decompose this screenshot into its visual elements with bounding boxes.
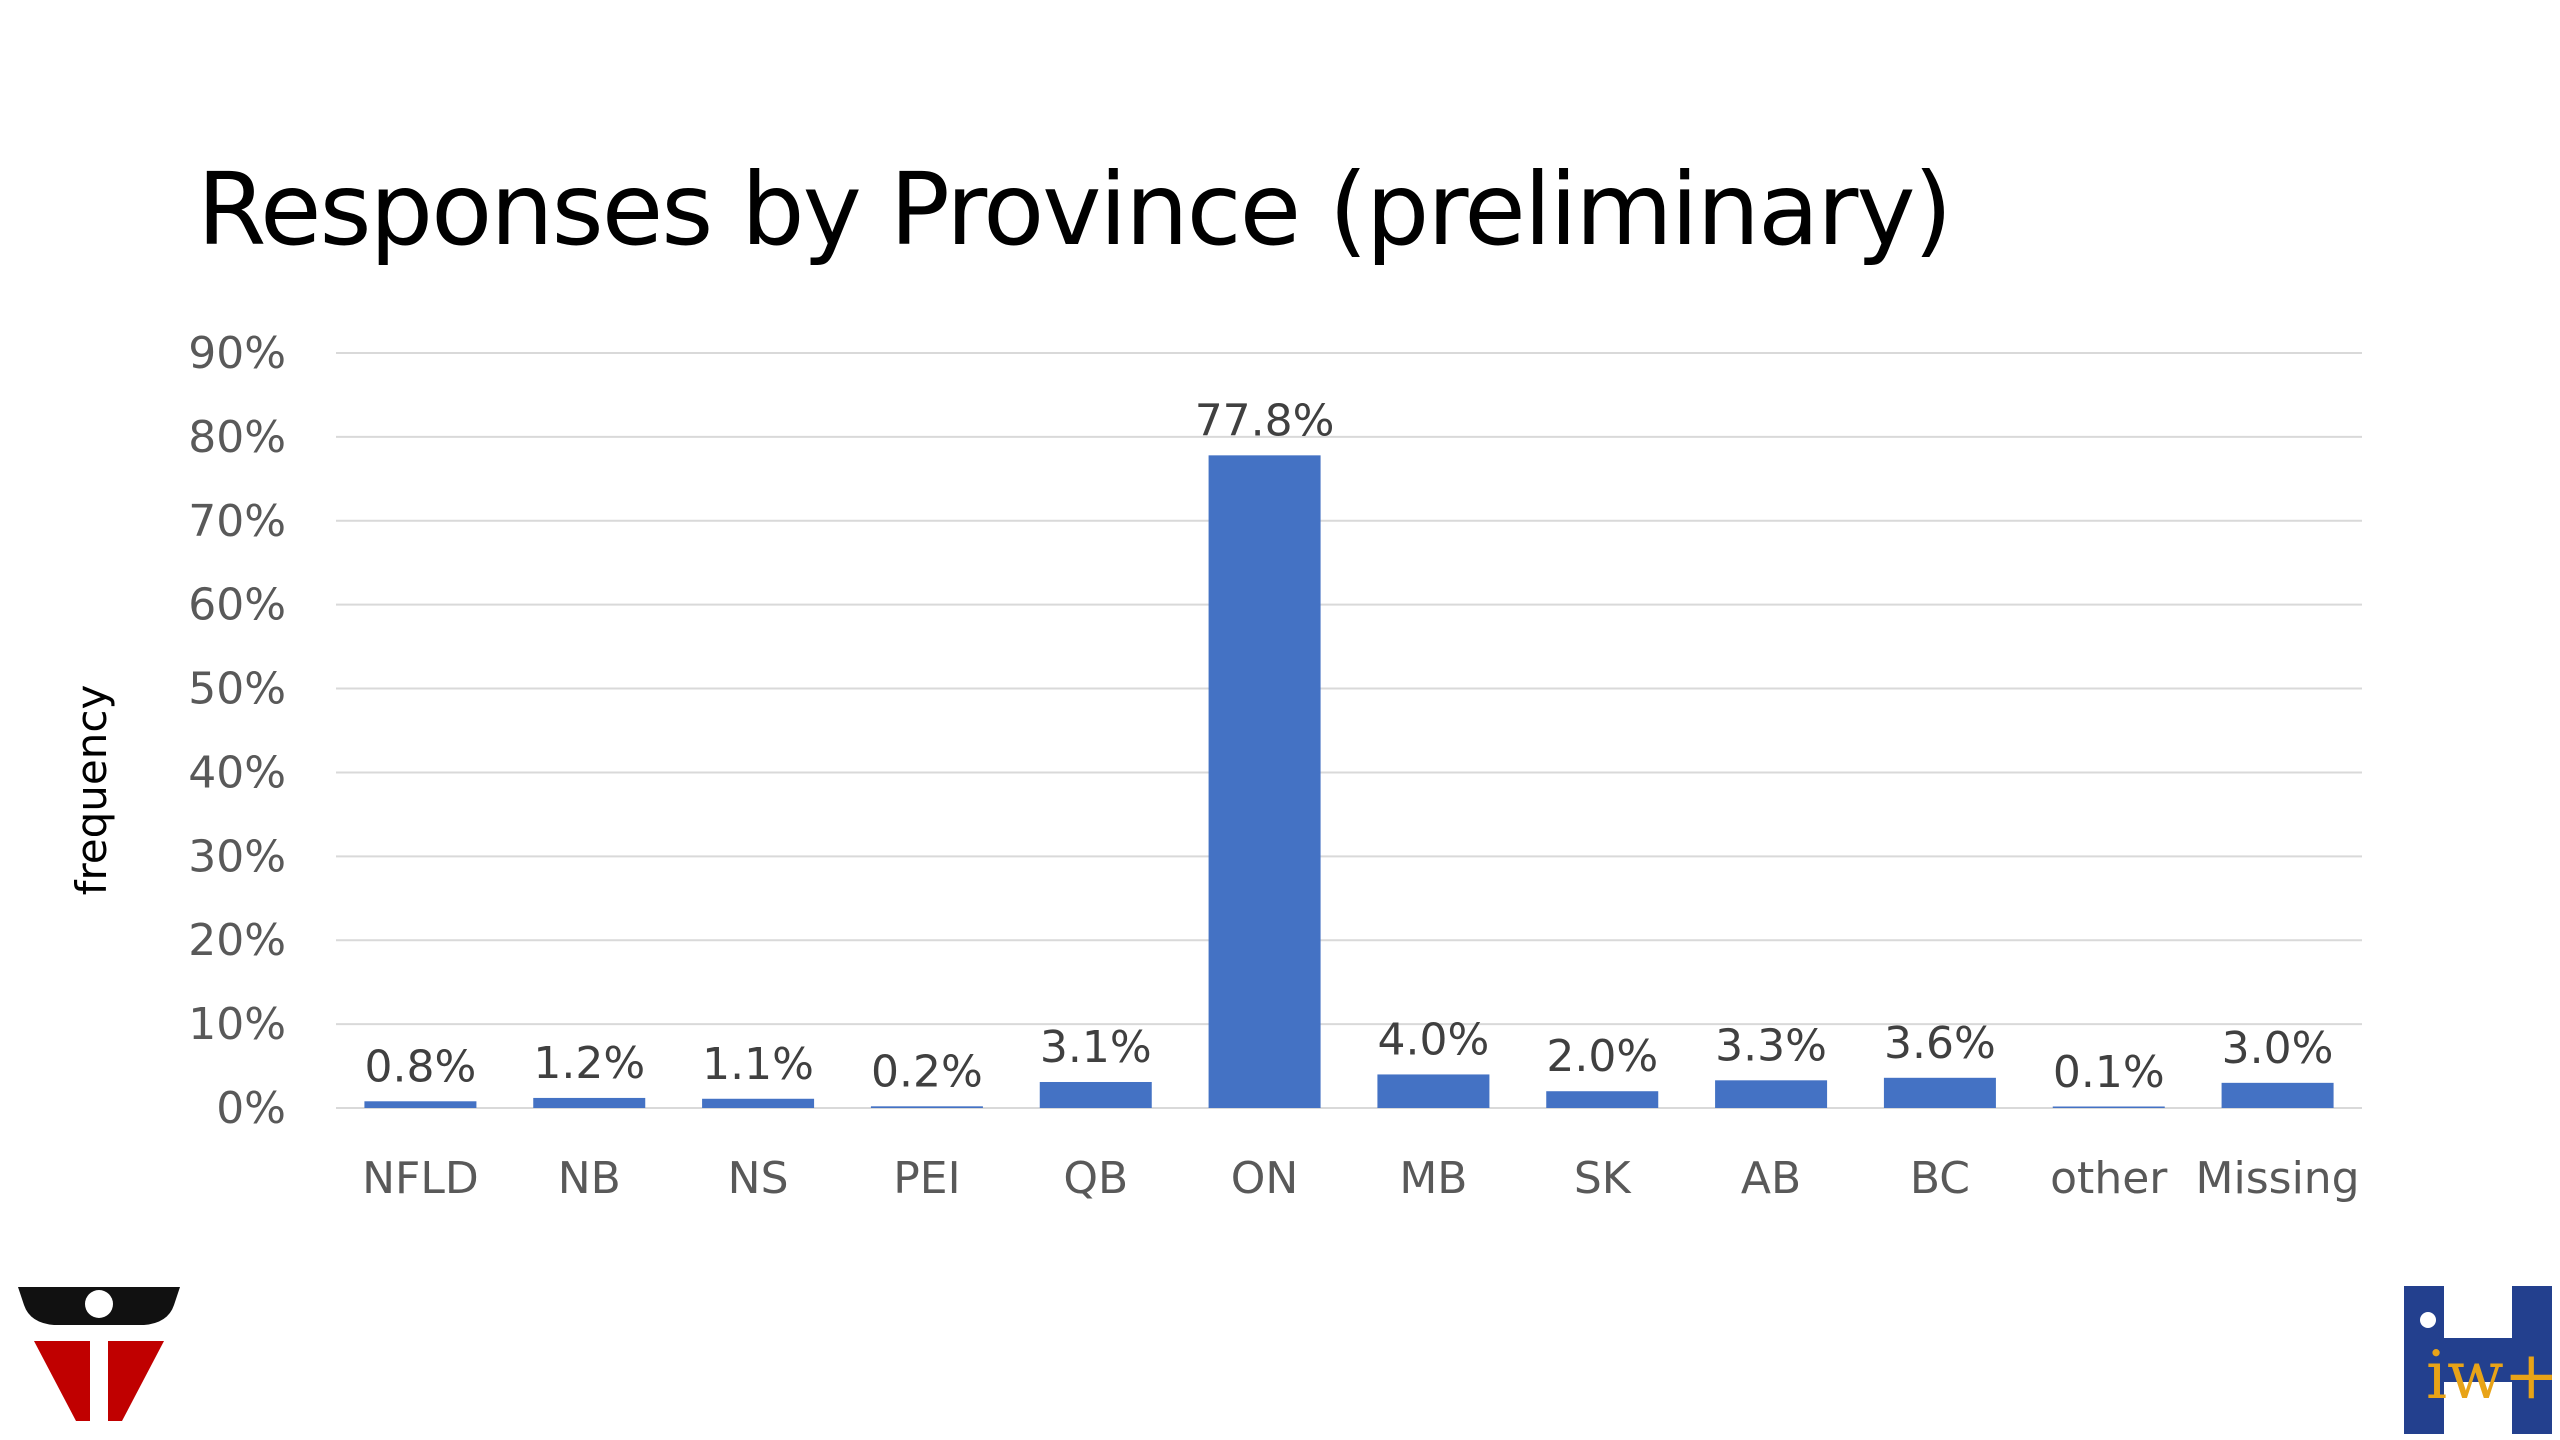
bar-nb [533,1097,646,1108]
category-label-sk: SK [1574,1153,1632,1204]
category-label-other: other [2050,1153,2168,1204]
y-axis-tick-labels: 0% 10% 20% 30% 40% 50% 60% 70% 80% 90% [188,328,286,1134]
y-tick-label: 70% [188,496,286,547]
data-label-missing: 3.0% [2222,1023,2334,1074]
category-label-qb: QB [1063,1153,1128,1204]
bar-ns [702,1098,815,1108]
slide-title: Responses by Province (preliminary) [197,151,1953,268]
category-label-ns: NS [728,1153,789,1204]
bar-missing [2221,1082,2334,1108]
y-tick-label: 40% [188,747,286,798]
category-label-nb: NB [558,1153,621,1204]
red-black-shield-logo [18,1287,180,1421]
bars [364,455,2334,1108]
logo-h-right-post [2512,1286,2552,1434]
data-label-other: 0.1% [2053,1047,2165,1098]
bar-bc [1883,1077,1996,1108]
category-label-pei: PEI [893,1153,960,1204]
logo-h-crossbar [2444,1338,2512,1382]
bar-mb [1377,1074,1490,1108]
data-labels: 0.8% 1.2% 1.1% 0.2% 3.1% 77.8% 4.0% 2.0% 3.3% 3.6… [365,395,2334,1098]
data-label-bc: 3.6% [1884,1018,1996,1069]
data-label-on: 77.8% [1195,395,1335,446]
y-tick-label: 60% [188,580,286,631]
category-label-on: ON [1231,1153,1299,1204]
y-tick-label: 50% [188,664,286,715]
logo-white-dot [85,1290,113,1318]
logo-iw-text: iw+ [2426,1337,2552,1414]
bar-other [2052,1106,2165,1108]
data-label-sk: 2.0% [1546,1031,1658,1082]
bar-pei [870,1106,983,1108]
bar-on [1208,455,1321,1108]
data-label-qb: 3.1% [1040,1022,1152,1073]
bar-nfld [364,1101,477,1108]
data-label-nfld: 0.8% [365,1041,477,1092]
y-tick-label: 90% [188,328,286,379]
logo-dot [2420,1312,2436,1328]
data-label-ab: 3.3% [1715,1020,1827,1071]
data-label-ns: 1.1% [702,1039,814,1090]
y-axis-title: frequency [67,685,116,896]
data-label-mb: 4.0% [1378,1014,1490,1065]
y-tick-label: 80% [188,412,286,463]
bar-qb [1039,1081,1152,1108]
logo-red-right-shield [108,1341,164,1421]
gridlines [336,352,2362,1109]
y-tick-label: 30% [188,831,286,882]
x-axis-category-labels: NFLD NB NS PEI QB ON MB SK AB BC other Missing [362,1153,2360,1204]
category-label-missing: Missing [2196,1153,2360,1204]
data-label-nb: 1.2% [533,1038,645,1089]
logo-red-left-shield [34,1341,90,1421]
category-label-ab: AB [1741,1153,1801,1204]
y-tick-label: 0% [216,1083,286,1134]
category-label-mb: MB [1399,1153,1467,1204]
blue-h-iwh-logo: iw+ [2404,1286,2552,1434]
category-label-bc: BC [1910,1153,1970,1204]
bar-ab [1715,1080,1828,1108]
category-label-nfld: NFLD [362,1153,479,1204]
bar-sk [1546,1091,1659,1108]
y-tick-label: 20% [188,915,286,966]
y-tick-label: 10% [188,999,286,1050]
data-label-pei: 0.2% [871,1046,983,1097]
logo-h-left-post [2404,1286,2444,1434]
